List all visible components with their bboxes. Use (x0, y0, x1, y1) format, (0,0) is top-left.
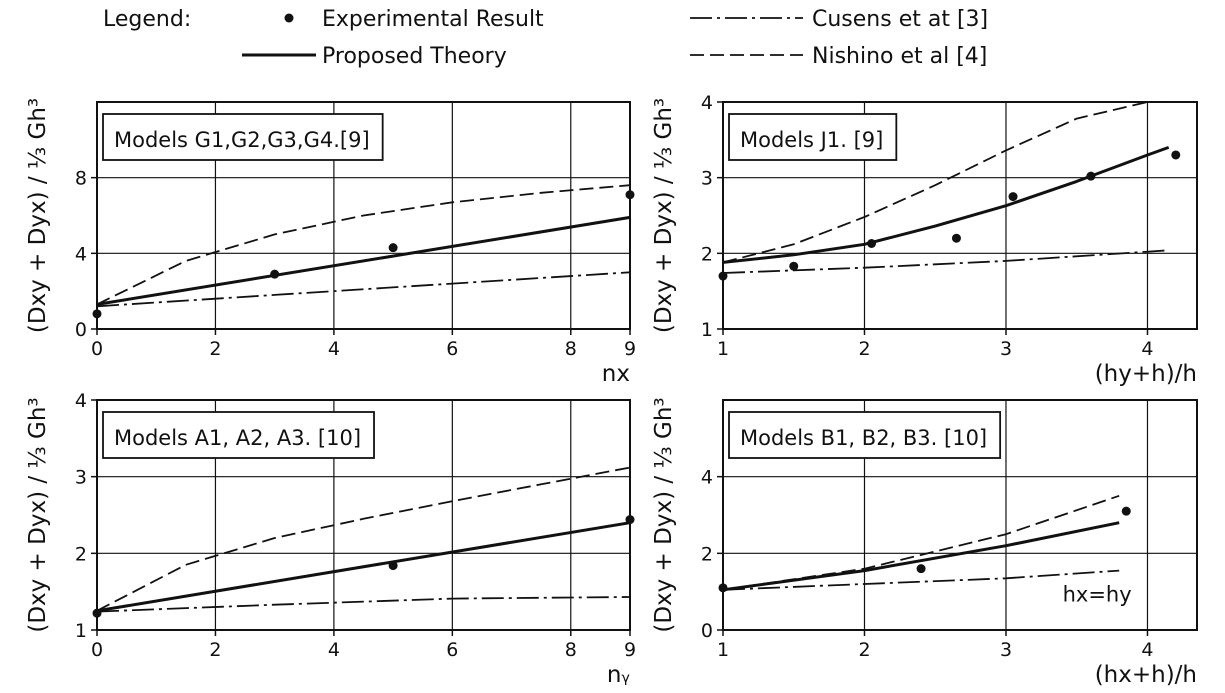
x-tick-label: 1 (717, 639, 729, 661)
y-axis-label: (Dxy + Dyx) / ⅓ Gh³ (25, 397, 51, 632)
y-tick-label: 4 (701, 92, 713, 114)
data-point (625, 515, 635, 525)
data-point (1086, 171, 1096, 181)
legend-dot-marker (284, 13, 294, 23)
x-tick-label: 4 (1141, 338, 1153, 360)
legend-title: Legend: (103, 7, 191, 32)
plot-frame (96, 101, 631, 330)
panel-note-box (102, 113, 384, 161)
x-tick-label: 6 (446, 338, 458, 360)
panel-note: Models B1, B2, B3. [10] (740, 426, 987, 450)
data-point (718, 583, 728, 593)
series-line-solid (96, 215, 631, 306)
x-tick-label: 8 (565, 338, 577, 360)
plot-frame (722, 101, 1198, 330)
series-line-solid (722, 145, 1170, 264)
x-tick-label: 9 (624, 338, 636, 360)
y-tick-label: 4 (75, 390, 87, 412)
y-axis-label: (Dxy + Dyx) / ⅓ Gh³ (651, 397, 677, 632)
y-axis-label: (Dxy + Dyx) / ⅓ Gh³ (651, 98, 677, 333)
series-line-dashed (96, 184, 631, 306)
data-point (1008, 192, 1018, 202)
legend-label-nishino: Nishino et al [4] (812, 44, 987, 69)
panel-a-models: 0 2 4 6 8 9 1 2 3 4 Models A1, A2, A3. [10] (Dxy + … (25, 390, 636, 688)
data-point (270, 269, 280, 279)
series-line-solid (722, 521, 1120, 592)
legend-label-cusens: Cusens et at [3] (812, 7, 988, 32)
y-tick-label: 1 (75, 620, 87, 642)
legend: Legend: Experimental Result Proposed The… (103, 7, 988, 69)
x-axis-label: nᵧ (607, 662, 631, 688)
y-tick-label: 3 (701, 168, 713, 190)
data-point (867, 238, 877, 248)
x-tick-label: 4 (1141, 639, 1153, 661)
y-tick-label: 1 (701, 319, 713, 341)
y-tick-label: 0 (701, 620, 713, 642)
panel-b-models: 1 2 3 4 0 2 4 Models B1, B2, B3. [10] (Dxy + Dyx… (651, 397, 1198, 688)
plot-frame (722, 399, 1198, 631)
data-point (916, 564, 926, 574)
data-point (388, 243, 398, 253)
panel-note: Models A1, A2, A3. [10] (114, 426, 361, 450)
x-tick-label: 2 (858, 639, 870, 661)
data-point (789, 261, 799, 271)
x-tick-label: 0 (91, 639, 103, 661)
x-axis-label: (hx+h)/h (1095, 662, 1197, 688)
x-tick-label: 2 (209, 639, 221, 661)
data-point (92, 309, 102, 319)
data-point (1121, 506, 1131, 516)
x-tick-label: 6 (446, 639, 458, 661)
x-tick-label: 8 (565, 639, 577, 661)
panel-note: Models J1. [9] (740, 128, 883, 152)
y-tick-label: 8 (75, 168, 87, 190)
y-tick-label: 2 (701, 243, 713, 265)
data-point (92, 608, 102, 618)
legend-label-proposed: Proposed Theory (322, 44, 507, 69)
data-point (388, 561, 398, 571)
y-axis-label: (Dxy + Dyx) / ⅓ Gh³ (25, 98, 51, 333)
x-tick-label: 2 (858, 338, 870, 360)
panel-g-models: 0 2 4 6 8 9 0 4 8 Models G1,G2,G3,G4.[9] (Dxy + Dy… (25, 98, 636, 387)
y-tick-label: 3 (75, 467, 87, 489)
panel-note: Models G1,G2,G3,G4.[9] (114, 128, 370, 152)
x-tick-label: 4 (328, 338, 340, 360)
panel-note-box (102, 411, 375, 459)
series-line-dashdot (96, 596, 631, 613)
series-line-dashed (96, 466, 631, 612)
panel-annotation: hx=hy (1063, 582, 1132, 606)
plot-frame (96, 399, 631, 631)
legend-label-experimental: Experimental Result (322, 7, 544, 32)
panel-note-box (728, 411, 1002, 459)
series-line-dashdot (96, 271, 631, 308)
x-tick-label: 9 (624, 639, 636, 661)
y-tick-label: 2 (701, 543, 713, 565)
y-tick-label: 2 (75, 543, 87, 565)
y-tick-label: 0 (75, 319, 87, 341)
x-axis-label: (hy+h)/h (1095, 361, 1197, 387)
x-tick-label: 3 (1000, 338, 1012, 360)
series-line-solid (96, 521, 631, 613)
data-point (718, 271, 728, 281)
x-tick-label: 3 (1000, 639, 1012, 661)
x-axis-label: nx (602, 361, 630, 387)
x-tick-label: 2 (209, 338, 221, 360)
x-tick-label: 1 (717, 338, 729, 360)
data-point (1171, 150, 1181, 160)
data-point (951, 233, 961, 243)
series-line-dashed (722, 101, 1169, 264)
y-tick-label: 4 (701, 467, 713, 489)
panel-note-box (728, 113, 898, 161)
series-line-dashed (722, 494, 1120, 591)
series-line-dashdot (722, 569, 1120, 591)
x-tick-label: 4 (328, 639, 340, 661)
x-tick-label: 0 (91, 338, 103, 360)
panel-j-models: 1 2 3 4 1 2 3 4 Models J1. [9] (Dxy + Dyx) / ⅓ Gh… (651, 92, 1198, 387)
data-point (625, 190, 635, 200)
y-tick-label: 4 (75, 243, 87, 265)
